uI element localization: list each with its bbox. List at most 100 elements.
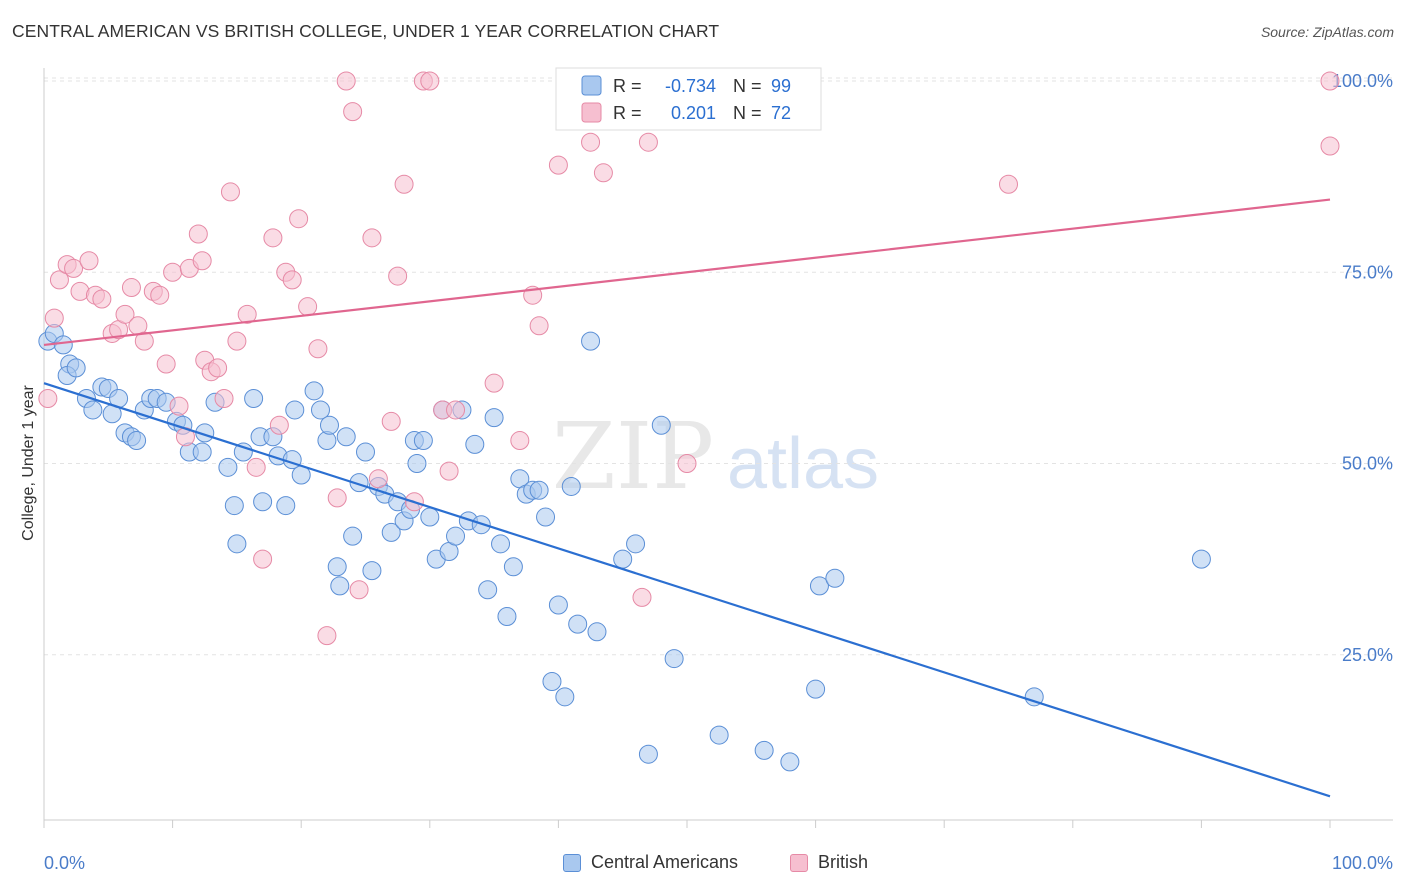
data-point-british (593, 163, 613, 183)
data-point-central-americans (420, 507, 440, 527)
data-point-central-americans (465, 434, 485, 454)
data-point-central-americans (224, 496, 244, 516)
data-point-british (156, 354, 176, 374)
data-point-british (227, 331, 247, 351)
data-point-central-americans (651, 415, 671, 435)
data-point-central-americans (1024, 687, 1044, 707)
source-label: Source: ZipAtlas.com (1260, 24, 1394, 40)
legend-swatch-pink (790, 853, 808, 872)
data-point-central-americans (244, 388, 264, 408)
data-point-british (439, 461, 459, 481)
y-tick-label: 25.0% (1342, 645, 1393, 665)
data-point-central-americans (127, 431, 147, 451)
stats-r-value-blue: -0.734 (665, 76, 716, 96)
data-point-british (308, 339, 328, 359)
data-point-central-americans (192, 442, 212, 462)
data-point-central-americans (310, 400, 330, 420)
data-point-british (92, 289, 112, 309)
data-point-central-americans (491, 534, 511, 554)
y-tick-labels: 25.0% 50.0% 75.0% 100.0% (1332, 71, 1393, 665)
data-point-central-americans (227, 534, 247, 554)
data-point-central-americans (381, 522, 401, 542)
data-point-central-americans (356, 442, 375, 462)
series-british (38, 71, 1340, 646)
data-point-british (134, 331, 154, 351)
data-point-british (1320, 136, 1340, 156)
data-point-british (115, 304, 135, 324)
data-point-central-americans (555, 687, 575, 707)
data-point-central-americans (66, 358, 86, 378)
data-point-central-americans (780, 752, 800, 772)
data-point-central-americans (319, 415, 339, 435)
data-point-central-americans (529, 480, 549, 500)
stats-r-label-blue: R = (613, 76, 642, 96)
trendlines (43, 198, 1331, 798)
data-point-central-americans (478, 580, 498, 600)
data-point-british (510, 431, 530, 451)
axes (43, 68, 1393, 821)
data-point-central-americans (825, 568, 845, 588)
data-point-british (220, 182, 240, 202)
data-point-british (38, 388, 58, 408)
stats-n-label-pink: N = (733, 103, 762, 123)
data-point-central-americans (548, 595, 568, 615)
data-point-british (269, 415, 289, 435)
data-point-british (1320, 71, 1340, 91)
data-point-british (237, 304, 257, 324)
stats-legend: R = -0.734 N = 99 R = 0.201 N = 72 (555, 67, 822, 131)
data-point-central-americans (484, 408, 504, 428)
data-point-british (362, 228, 382, 248)
data-point-british (169, 396, 189, 416)
y-axis-label: College, Under 1 year (20, 385, 37, 541)
data-point-central-americans (709, 725, 729, 745)
chart-title: CENTRAL AMERICAN VS BRITISH COLLEGE, UND… (12, 21, 720, 41)
data-point-central-americans (413, 431, 433, 451)
data-point-central-americans (754, 740, 774, 760)
data-point-central-americans (626, 534, 646, 554)
legend-item-central-americans[interactable]: Central Americans (563, 852, 738, 873)
gridlines (44, 77, 1393, 656)
data-point-central-americans (53, 335, 73, 355)
trendline-british (43, 198, 1331, 347)
data-point-british (484, 373, 504, 393)
data-point-central-americans (336, 427, 356, 447)
data-point-central-americans (497, 607, 517, 626)
data-point-central-americans (362, 561, 382, 581)
legend-label-central-americans: Central Americans (591, 852, 739, 872)
data-point-british (282, 270, 302, 290)
data-point-british (327, 488, 347, 508)
data-point-british (150, 285, 170, 305)
data-point-central-americans (568, 614, 588, 634)
data-point-british (121, 278, 141, 298)
data-point-central-americans (446, 526, 466, 546)
data-point-british (246, 457, 266, 477)
data-point-central-americans (343, 526, 363, 546)
data-point-central-americans (809, 576, 829, 596)
data-point-central-americans (330, 576, 350, 596)
data-point-british (253, 549, 273, 569)
data-point-british (388, 266, 408, 286)
data-point-central-americans (1191, 549, 1211, 569)
data-point-british (446, 400, 466, 420)
data-point-central-americans (806, 679, 826, 699)
x-tick-labels: 0.0% 100.0% (44, 853, 1393, 873)
data-point-british (64, 258, 84, 278)
data-point-central-americans (587, 622, 607, 642)
data-point-central-americans (327, 557, 347, 577)
data-point-british (298, 297, 318, 317)
data-point-british (263, 228, 283, 248)
stats-r-label-pink: R = (613, 103, 642, 123)
legend-label-british: British (818, 852, 869, 872)
y-tick-label: 75.0% (1342, 262, 1393, 282)
legend-swatch-blue (563, 853, 581, 872)
data-point-central-americans (664, 649, 684, 669)
data-point-central-americans (503, 557, 523, 577)
data-point-central-americans (536, 507, 556, 527)
data-point-central-americans (407, 454, 427, 473)
legend-item-british[interactable]: British (790, 852, 868, 873)
data-point-british (420, 71, 440, 91)
data-point-british (44, 308, 64, 328)
y-tick-label: 100.0% (1332, 71, 1393, 91)
stats-swatch-pink (581, 102, 602, 123)
data-point-british (192, 251, 212, 271)
